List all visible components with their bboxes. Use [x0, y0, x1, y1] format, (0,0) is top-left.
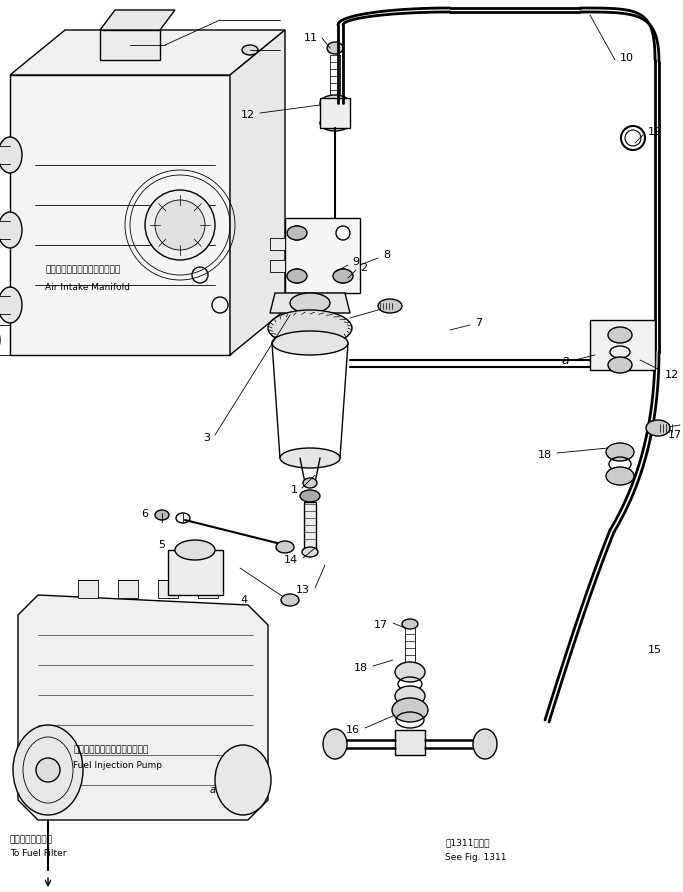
- Bar: [395, 730, 425, 755]
- Ellipse shape: [320, 115, 350, 131]
- Ellipse shape: [621, 126, 645, 150]
- Ellipse shape: [215, 745, 271, 815]
- Ellipse shape: [320, 95, 350, 111]
- Ellipse shape: [395, 662, 425, 682]
- Text: 15: 15: [648, 645, 662, 655]
- Ellipse shape: [0, 137, 22, 173]
- Text: 13: 13: [296, 585, 310, 595]
- Text: 9: 9: [352, 257, 359, 267]
- Bar: [10, 75, 230, 355]
- Polygon shape: [10, 30, 285, 75]
- Ellipse shape: [303, 478, 317, 488]
- Circle shape: [336, 226, 350, 240]
- Text: 3: 3: [203, 433, 210, 443]
- Ellipse shape: [473, 729, 497, 759]
- Bar: [285, 218, 360, 293]
- Text: 10: 10: [620, 53, 634, 63]
- Text: 8: 8: [383, 250, 390, 260]
- Ellipse shape: [281, 594, 299, 606]
- Bar: [158, 580, 178, 598]
- Polygon shape: [270, 293, 350, 313]
- Text: エアーインテークマニホールド: エアーインテークマニホールド: [45, 266, 120, 275]
- Text: 16: 16: [346, 725, 360, 735]
- Text: 11: 11: [304, 33, 318, 43]
- Bar: [100, 30, 160, 60]
- Text: 17: 17: [668, 430, 682, 440]
- Ellipse shape: [287, 226, 307, 240]
- Text: To Fuel Filter: To Fuel Filter: [10, 849, 66, 858]
- Text: 12: 12: [241, 110, 255, 120]
- Text: フェルフィルタへ: フェルフィルタへ: [10, 836, 53, 845]
- Ellipse shape: [268, 310, 352, 346]
- Text: See Fig. 1311: See Fig. 1311: [445, 853, 507, 862]
- Ellipse shape: [327, 42, 343, 54]
- Ellipse shape: [608, 327, 632, 343]
- Ellipse shape: [378, 299, 402, 313]
- Ellipse shape: [155, 510, 169, 520]
- Ellipse shape: [175, 540, 215, 560]
- Ellipse shape: [290, 293, 330, 313]
- Text: 1: 1: [291, 485, 298, 495]
- Ellipse shape: [280, 448, 340, 468]
- Text: 18: 18: [354, 663, 368, 673]
- Ellipse shape: [323, 729, 347, 759]
- Bar: [270, 260, 285, 272]
- Text: a: a: [561, 353, 569, 367]
- Ellipse shape: [0, 212, 22, 248]
- Ellipse shape: [333, 269, 353, 283]
- Text: 12: 12: [665, 370, 679, 380]
- Text: 4: 4: [241, 595, 248, 605]
- Bar: [168, 550, 223, 595]
- Text: 6: 6: [141, 509, 148, 519]
- Text: a: a: [210, 785, 216, 795]
- Text: 14: 14: [284, 555, 298, 565]
- Polygon shape: [100, 10, 175, 30]
- Ellipse shape: [606, 443, 634, 461]
- Ellipse shape: [13, 725, 83, 815]
- Bar: [198, 580, 218, 598]
- Ellipse shape: [302, 547, 318, 557]
- Ellipse shape: [155, 200, 205, 250]
- Polygon shape: [230, 30, 285, 355]
- Bar: [270, 238, 285, 250]
- Circle shape: [36, 758, 60, 782]
- Ellipse shape: [0, 287, 22, 323]
- Text: 第1311図参照: 第1311図参照: [445, 838, 490, 847]
- Polygon shape: [18, 595, 268, 820]
- Text: 2: 2: [360, 263, 367, 273]
- Text: 18: 18: [538, 450, 552, 460]
- Ellipse shape: [606, 467, 634, 485]
- Circle shape: [290, 226, 304, 240]
- Bar: [118, 580, 138, 598]
- Text: フェルインジェクションポンプ: フェルインジェクションポンプ: [73, 746, 148, 755]
- Ellipse shape: [287, 269, 307, 283]
- Ellipse shape: [300, 490, 320, 502]
- Ellipse shape: [272, 331, 348, 355]
- Ellipse shape: [242, 45, 258, 55]
- Circle shape: [336, 269, 350, 283]
- Bar: [78, 580, 98, 598]
- Text: 5: 5: [158, 540, 165, 550]
- Text: 7: 7: [475, 318, 482, 328]
- Ellipse shape: [646, 420, 670, 436]
- Ellipse shape: [276, 541, 294, 553]
- Text: 17: 17: [374, 620, 388, 630]
- Bar: [590, 320, 655, 370]
- Ellipse shape: [392, 698, 428, 722]
- Text: 19: 19: [648, 127, 662, 137]
- Text: Air Intake Manifold: Air Intake Manifold: [45, 283, 130, 292]
- Circle shape: [290, 269, 304, 283]
- Ellipse shape: [608, 357, 632, 373]
- Bar: [304, 502, 316, 552]
- Ellipse shape: [402, 619, 418, 629]
- Text: Fuel Injection Pump: Fuel Injection Pump: [73, 761, 162, 770]
- Ellipse shape: [145, 190, 215, 260]
- Ellipse shape: [395, 686, 425, 706]
- Bar: [320, 98, 350, 128]
